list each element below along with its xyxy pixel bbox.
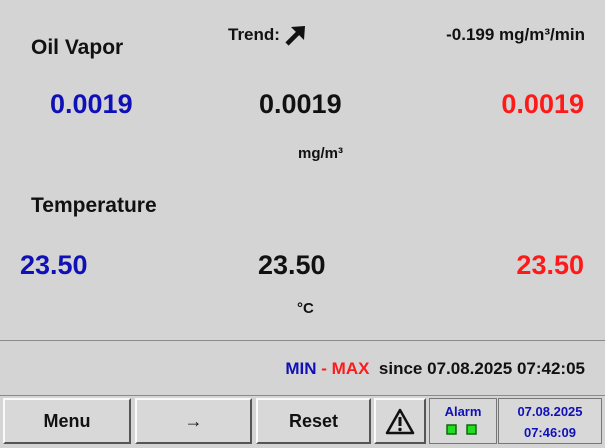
trend-label: Trend:	[228, 25, 280, 44]
clock-panel: 07.08.2025 07:46:09	[498, 398, 602, 444]
next-button[interactable]: →	[135, 398, 252, 444]
temp-current: 23.50	[258, 250, 326, 280]
oil-current: 0.0019	[259, 89, 342, 119]
clock-time: 07:46:09	[523, 425, 577, 440]
trend-value: -0.199 mg/m³/min	[446, 25, 585, 44]
warning-button[interactable]	[374, 398, 426, 444]
status-row: MIN - MAX since 07.08.2025 07:42:05	[285, 360, 585, 377]
status-max: MAX	[331, 359, 370, 378]
temp-unit: °C	[297, 300, 314, 317]
warning-icon	[385, 408, 415, 435]
separator	[0, 340, 605, 341]
oil-max: 0.0019	[501, 89, 584, 119]
status-time: 07:42:05	[516, 359, 585, 378]
separator	[0, 395, 605, 396]
oil-unit: mg/m³	[298, 145, 343, 162]
alarm-label: Alarm	[444, 404, 482, 419]
clock-date: 07.08.2025	[517, 404, 583, 419]
temperature-label: Temperature	[31, 194, 157, 217]
oil-min: 0.0019	[50, 89, 133, 119]
trend-arrow	[285, 26, 305, 46]
alarm-leds	[446, 424, 477, 435]
menu-button[interactable]: Menu	[3, 398, 131, 444]
oil-vapor-label: Oil Vapor	[31, 36, 124, 59]
temp-min: 23.50	[20, 250, 88, 280]
status-date: 07.08.2025	[427, 359, 513, 378]
reset-button[interactable]: Reset	[256, 398, 371, 444]
status-min: MIN	[285, 359, 317, 378]
temp-max: 23.50	[516, 250, 584, 280]
status-since: since	[378, 359, 423, 378]
alarm-panel[interactable]: Alarm	[429, 398, 497, 444]
status-dash: -	[321, 359, 327, 378]
